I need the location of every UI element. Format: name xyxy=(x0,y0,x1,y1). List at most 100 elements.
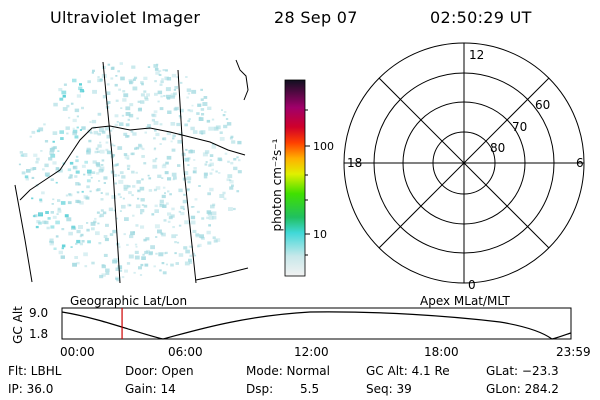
speckle xyxy=(121,114,125,117)
speckle xyxy=(126,135,130,138)
speckle xyxy=(157,229,162,234)
instrument-title: Ultraviolet Imager xyxy=(50,8,201,27)
speckle xyxy=(198,185,201,187)
speckle xyxy=(141,155,145,158)
speckle xyxy=(177,241,180,244)
speckle xyxy=(172,134,176,138)
speckle xyxy=(186,88,192,92)
speckle xyxy=(105,192,109,196)
speckle xyxy=(209,162,214,167)
coastline-1 xyxy=(19,125,246,201)
speckle xyxy=(144,131,147,134)
speckle xyxy=(79,129,82,131)
speckle xyxy=(154,67,159,71)
speckle xyxy=(200,236,204,239)
speckle xyxy=(215,238,221,242)
speckle xyxy=(106,150,112,155)
speckle xyxy=(201,217,205,220)
speckle xyxy=(107,101,111,104)
speckle xyxy=(178,188,183,193)
speckle xyxy=(192,252,195,255)
speckle xyxy=(104,237,109,242)
speckle xyxy=(131,170,135,174)
speckle xyxy=(187,92,191,95)
speckle xyxy=(174,252,177,255)
speckle xyxy=(161,232,166,237)
speckle xyxy=(118,122,124,126)
speckle xyxy=(100,198,104,201)
speckle xyxy=(165,251,168,254)
speckle xyxy=(189,149,193,152)
speckle xyxy=(171,73,177,78)
speckle xyxy=(49,151,54,155)
speckle xyxy=(112,230,116,233)
speckle xyxy=(208,126,214,131)
speckle xyxy=(104,126,110,131)
gc-alt-min: 1.8 xyxy=(29,327,49,341)
speckle xyxy=(199,234,204,239)
speckle xyxy=(19,151,23,154)
speckle xyxy=(101,130,106,134)
speckle xyxy=(91,261,95,265)
speckle xyxy=(236,190,240,193)
speckle xyxy=(229,179,232,181)
speckle xyxy=(78,86,83,91)
speckle xyxy=(162,137,167,141)
speckle xyxy=(191,104,194,107)
speckle xyxy=(112,259,117,264)
speckle xyxy=(61,244,66,248)
speckle xyxy=(50,225,55,229)
speckle xyxy=(61,228,65,231)
speckle xyxy=(103,176,108,180)
speckle xyxy=(120,76,125,81)
seq-status: Seq: 39 xyxy=(366,382,412,396)
speckle xyxy=(98,128,104,132)
speckle xyxy=(96,163,101,168)
speckle xyxy=(131,152,135,156)
speckle xyxy=(68,116,71,119)
speckle xyxy=(127,203,131,207)
speckle xyxy=(108,207,114,212)
speckle xyxy=(132,86,138,91)
speckle xyxy=(155,186,161,190)
speckle xyxy=(162,271,167,275)
speckle xyxy=(129,81,133,85)
speckle xyxy=(118,179,124,184)
speckle xyxy=(207,241,212,245)
speckle xyxy=(95,147,99,150)
speckle xyxy=(32,215,36,218)
speckle xyxy=(72,127,75,130)
speckle xyxy=(99,166,105,171)
x-tick-2359: 23:59 xyxy=(556,345,591,359)
speckle xyxy=(119,62,123,65)
speckle xyxy=(38,221,42,225)
speckle xyxy=(195,233,200,237)
speckle xyxy=(133,271,136,274)
speckle xyxy=(209,154,214,157)
speckle xyxy=(33,214,38,218)
speckle xyxy=(87,172,92,176)
speckle xyxy=(78,183,81,186)
speckle xyxy=(94,217,97,220)
speckle xyxy=(90,176,93,179)
speckle xyxy=(80,233,84,237)
speckle xyxy=(79,83,82,86)
speckle xyxy=(123,233,126,236)
speckle xyxy=(38,212,43,216)
speckle xyxy=(180,211,185,216)
speckle xyxy=(100,192,103,194)
speckle xyxy=(77,191,80,194)
speckle xyxy=(134,147,137,150)
geographic-title: Geographic Lat/Lon xyxy=(70,294,188,308)
speckle xyxy=(115,163,119,167)
x-tick-1800: 18:00 xyxy=(424,345,459,359)
speckle xyxy=(69,174,72,176)
speckle xyxy=(132,231,135,234)
speckle xyxy=(31,130,36,134)
speckle xyxy=(115,217,118,220)
speckle xyxy=(22,153,28,157)
speckle xyxy=(187,180,191,184)
speckle xyxy=(101,164,104,166)
speckle xyxy=(55,235,59,238)
speckle xyxy=(106,91,111,95)
